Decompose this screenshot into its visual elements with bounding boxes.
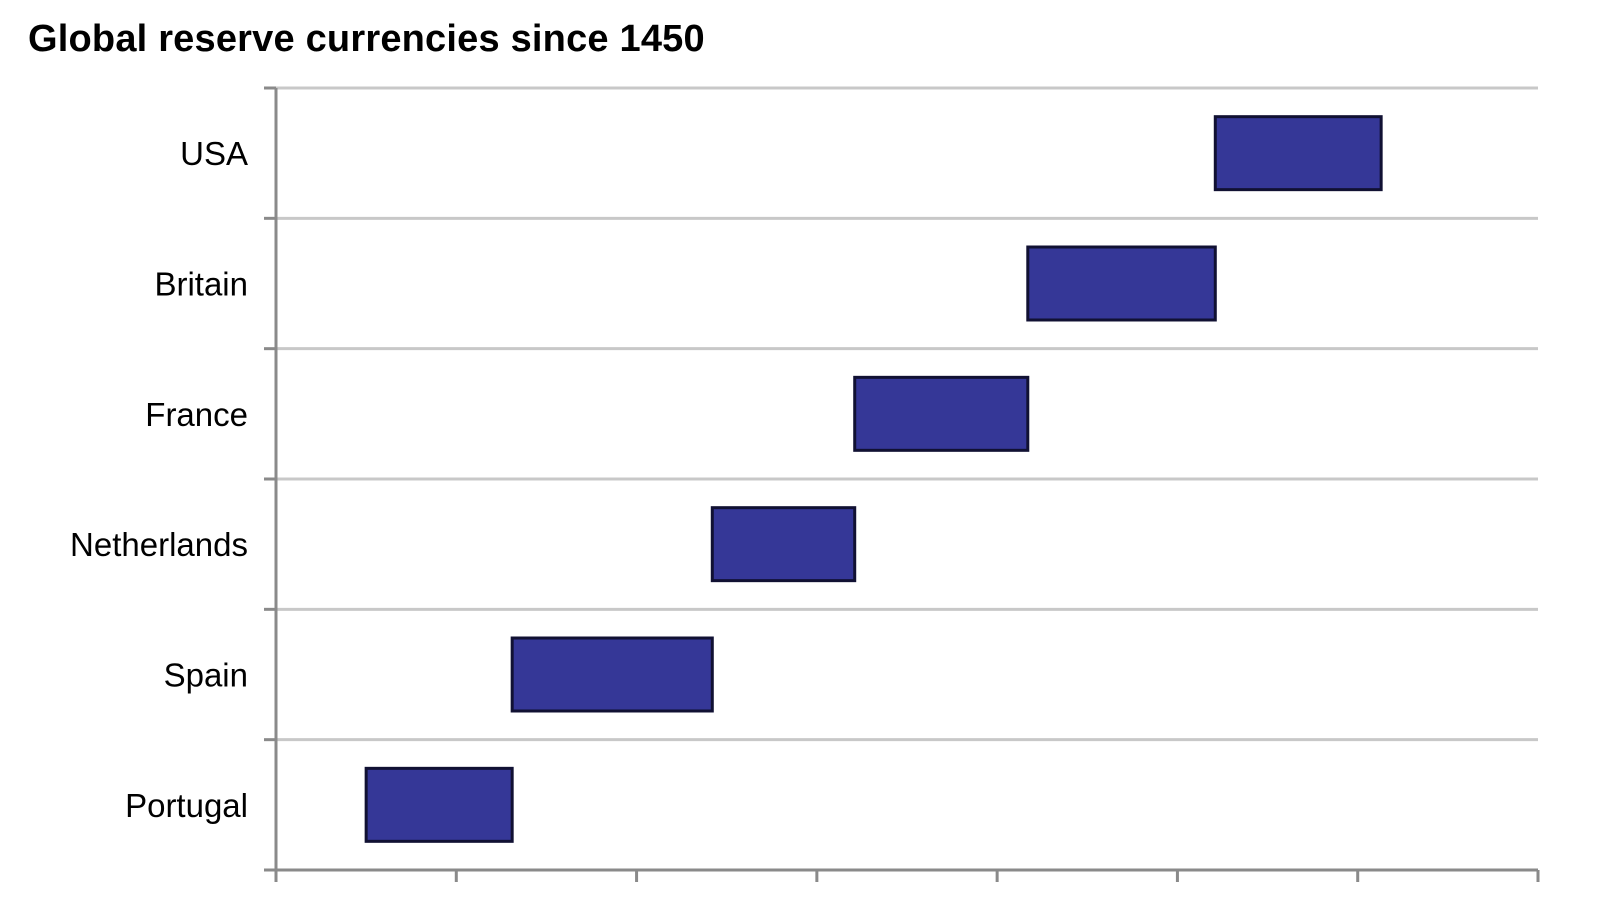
- category-labels: USA Britain France Netherlands Spain Portugal: [70, 135, 248, 824]
- category-label-netherlands: Netherlands: [70, 526, 248, 563]
- category-label-spain: Spain: [164, 657, 248, 694]
- chart-title: Global reserve currencies since 1450: [28, 18, 705, 60]
- category-label-portugal: Portugal: [125, 787, 248, 824]
- gridlines: [276, 86, 1538, 742]
- bar-britain: [1026, 245, 1217, 322]
- bar-netherlands: [710, 506, 857, 583]
- bar-france: [853, 375, 1030, 452]
- bars: [364, 115, 1383, 843]
- bar-portugal: [364, 766, 514, 843]
- bar-spain: [510, 636, 714, 713]
- bar-usa: [1213, 115, 1383, 192]
- category-label-france: France: [145, 396, 248, 433]
- category-label-usa: USA: [180, 135, 248, 172]
- axes: [264, 86, 1540, 882]
- category-label-britain: Britain: [154, 266, 248, 303]
